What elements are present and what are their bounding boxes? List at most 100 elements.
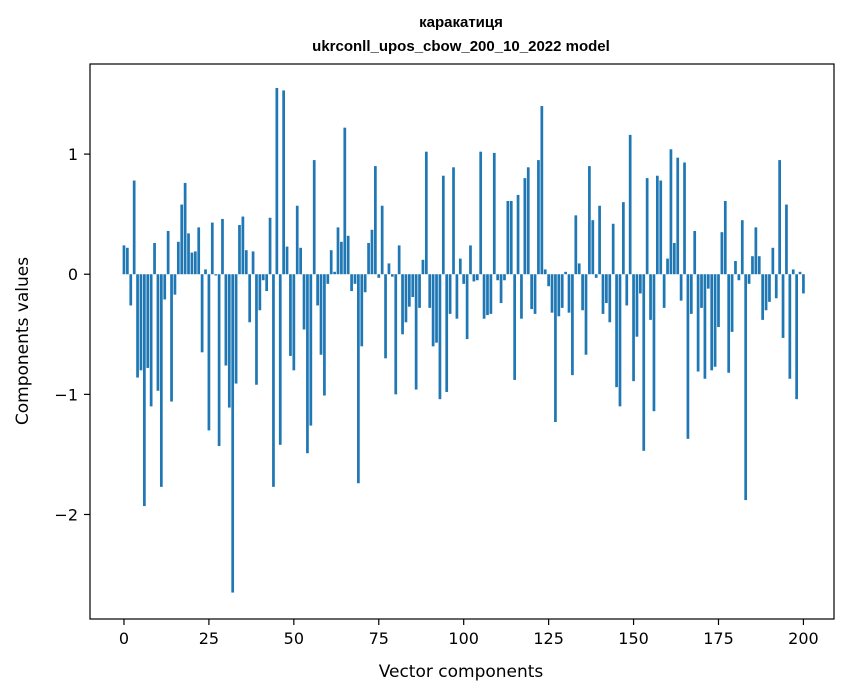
bar-107 bbox=[486, 274, 489, 316]
bar-155 bbox=[649, 274, 652, 320]
bar-186 bbox=[754, 227, 758, 275]
bar-84 bbox=[407, 274, 411, 307]
bar-2 bbox=[129, 274, 133, 306]
bar-137 bbox=[588, 166, 591, 275]
bar-126 bbox=[550, 274, 554, 313]
x-tick-label: 200 bbox=[788, 629, 819, 648]
bar-98 bbox=[455, 274, 459, 319]
bar-30 bbox=[224, 274, 228, 366]
bar-190 bbox=[768, 274, 771, 302]
x-tick-label: 150 bbox=[618, 629, 649, 648]
bar-77 bbox=[384, 274, 387, 359]
bar-73 bbox=[370, 229, 374, 275]
bar-99 bbox=[458, 258, 462, 275]
bar-124 bbox=[543, 269, 547, 275]
bar-10 bbox=[156, 274, 160, 391]
bar-152 bbox=[639, 274, 642, 294]
bar-15 bbox=[173, 274, 177, 295]
bar-134 bbox=[577, 263, 581, 275]
bar-117 bbox=[520, 274, 523, 319]
bar-9 bbox=[153, 242, 156, 275]
x-tick-label: 75 bbox=[369, 629, 389, 648]
bar-168 bbox=[693, 230, 697, 275]
bar-143 bbox=[608, 274, 612, 323]
bar-115 bbox=[513, 274, 517, 380]
bar-1 bbox=[126, 247, 129, 275]
bar-136 bbox=[584, 274, 588, 355]
bar-60 bbox=[326, 274, 330, 284]
bar-156 bbox=[652, 274, 656, 412]
bar-192 bbox=[774, 274, 778, 299]
bar-70 bbox=[360, 274, 364, 347]
bar-39 bbox=[255, 274, 258, 385]
bar-102 bbox=[469, 245, 472, 275]
bar-13 bbox=[166, 230, 170, 275]
bar-5 bbox=[139, 274, 143, 371]
bar-69 bbox=[357, 274, 360, 484]
bar-21 bbox=[193, 251, 197, 275]
bar-110 bbox=[496, 274, 500, 281]
bar-193 bbox=[778, 160, 781, 275]
bar-62 bbox=[333, 271, 336, 275]
bar-109 bbox=[492, 152, 496, 275]
bar-161 bbox=[669, 149, 673, 275]
bar-95 bbox=[445, 274, 449, 392]
bar-90 bbox=[428, 274, 432, 308]
bar-91 bbox=[431, 274, 435, 347]
bar-64 bbox=[340, 241, 343, 275]
bar-151 bbox=[635, 274, 639, 337]
bar-101 bbox=[465, 274, 469, 340]
bar-74 bbox=[374, 166, 377, 275]
bar-188 bbox=[761, 274, 765, 320]
bar-46 bbox=[278, 274, 282, 445]
bar-49 bbox=[289, 274, 292, 356]
y-tick-label: −1 bbox=[54, 385, 78, 404]
bar-57 bbox=[316, 274, 319, 306]
bar-78 bbox=[387, 263, 391, 275]
bar-97 bbox=[452, 167, 455, 275]
bar-68 bbox=[353, 274, 357, 284]
bar-113 bbox=[506, 200, 510, 275]
bar-103 bbox=[472, 274, 476, 282]
bar-55 bbox=[309, 274, 313, 426]
bar-146 bbox=[618, 274, 622, 407]
bar-4 bbox=[136, 274, 139, 378]
bar-100 bbox=[462, 274, 466, 284]
bar-56 bbox=[312, 160, 316, 275]
bar-6 bbox=[143, 274, 146, 507]
bar-31 bbox=[227, 274, 231, 408]
bar-14 bbox=[170, 274, 173, 402]
bar-176 bbox=[720, 232, 724, 275]
bar-127 bbox=[554, 274, 557, 422]
bar-63 bbox=[336, 227, 340, 275]
x-tick-label: 175 bbox=[703, 629, 734, 648]
x-tick-label: 50 bbox=[284, 629, 304, 648]
bar-199 bbox=[798, 271, 802, 275]
bar-158 bbox=[659, 180, 663, 275]
bar-72 bbox=[367, 242, 370, 275]
x-axis-label: Vector components bbox=[379, 662, 544, 682]
bar-178 bbox=[727, 274, 731, 373]
bars-group bbox=[122, 88, 805, 593]
bar-104 bbox=[475, 274, 479, 281]
chart-title: каракатиця bbox=[419, 14, 503, 31]
bar-154 bbox=[645, 178, 649, 275]
bar-125 bbox=[547, 274, 550, 287]
bar-53 bbox=[302, 274, 306, 330]
bar-145 bbox=[615, 274, 618, 388]
bar-65 bbox=[343, 127, 347, 275]
bar-28 bbox=[217, 274, 221, 447]
bar-116 bbox=[516, 194, 520, 275]
bar-32 bbox=[231, 274, 235, 593]
x-tick-label: 125 bbox=[533, 629, 564, 648]
bar-85 bbox=[411, 274, 415, 298]
bar-174 bbox=[713, 274, 717, 367]
bar-153 bbox=[642, 274, 646, 451]
bar-42 bbox=[265, 274, 269, 292]
bar-88 bbox=[421, 259, 425, 275]
bar-150 bbox=[632, 274, 635, 382]
bar-58 bbox=[319, 274, 323, 355]
bar-159 bbox=[662, 274, 666, 308]
plot-frame bbox=[89, 63, 835, 620]
bar-182 bbox=[740, 220, 744, 275]
